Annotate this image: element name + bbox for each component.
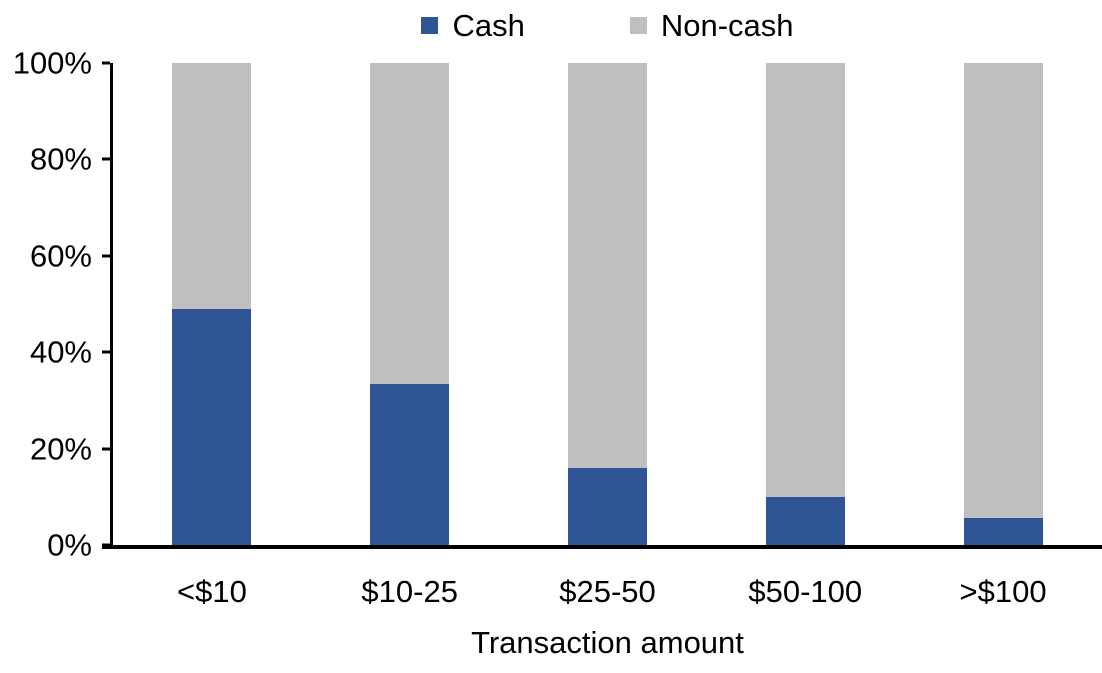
x-axis-tick-labels: <$10 $10-25 $25-50 $50-100 >$100 — [113, 576, 1102, 607]
y-tick-label: 40% — [29, 334, 92, 370]
x-tick-label: <$10 — [176, 574, 247, 609]
cash-swatch-icon — [421, 16, 439, 34]
bar-segment-non-cash — [370, 63, 450, 384]
bar-slot — [509, 63, 707, 545]
legend-item-cash: Cash — [421, 7, 525, 43]
y-tick-mark — [102, 254, 110, 258]
bar-segment-cash — [370, 383, 450, 545]
bar-group — [370, 63, 450, 545]
legend-label: Cash — [452, 7, 525, 43]
y-tick-label: 20% — [29, 431, 92, 467]
bar-segment-cash — [172, 308, 252, 545]
bar-segment-non-cash — [567, 63, 647, 468]
bar-group — [172, 63, 252, 545]
x-axis-line — [102, 545, 1102, 549]
y-tick-label: 0% — [47, 527, 92, 563]
y-tick-mark — [102, 61, 110, 65]
bar-segment-non-cash — [172, 63, 252, 309]
bar-segment-non-cash — [963, 63, 1043, 519]
bar-segment-non-cash — [765, 63, 845, 497]
x-tick-label: $10-25 — [361, 574, 458, 609]
x-tick-label: $25-50 — [559, 574, 656, 609]
legend: Cash Non-cash — [113, 8, 1102, 42]
bar-group — [567, 63, 647, 545]
bar-group — [963, 63, 1043, 545]
bar-segment-cash — [765, 496, 845, 545]
y-tick-mark — [102, 350, 110, 354]
x-tick-label: $50-100 — [748, 574, 863, 609]
bar-segment-cash — [963, 518, 1043, 545]
x-tick-label: >$100 — [959, 574, 1047, 609]
bar-segment-cash — [567, 467, 647, 545]
y-axis-tick-marks — [102, 61, 110, 547]
y-axis-line — [110, 63, 113, 549]
legend-item-non-cash: Non-cash — [629, 7, 794, 43]
legend-label: Non-cash — [660, 7, 794, 43]
y-tick-label: 100% — [12, 45, 92, 81]
y-tick-label: 60% — [29, 238, 92, 274]
bar-slot — [904, 63, 1102, 545]
bar-slot — [113, 63, 311, 545]
y-tick-label: 80% — [29, 141, 92, 177]
y-axis-tick-labels: 0% 20% 40% 60% 80% 100% — [0, 48, 92, 561]
y-tick-mark — [102, 447, 110, 451]
bar-slot — [311, 63, 509, 545]
bar-slot — [706, 63, 904, 545]
bar-group — [765, 63, 845, 545]
y-tick-mark — [102, 157, 110, 161]
x-axis-title: Transaction amount — [471, 625, 744, 660]
plot-area — [113, 63, 1102, 545]
non-cash-swatch-icon — [629, 16, 647, 34]
